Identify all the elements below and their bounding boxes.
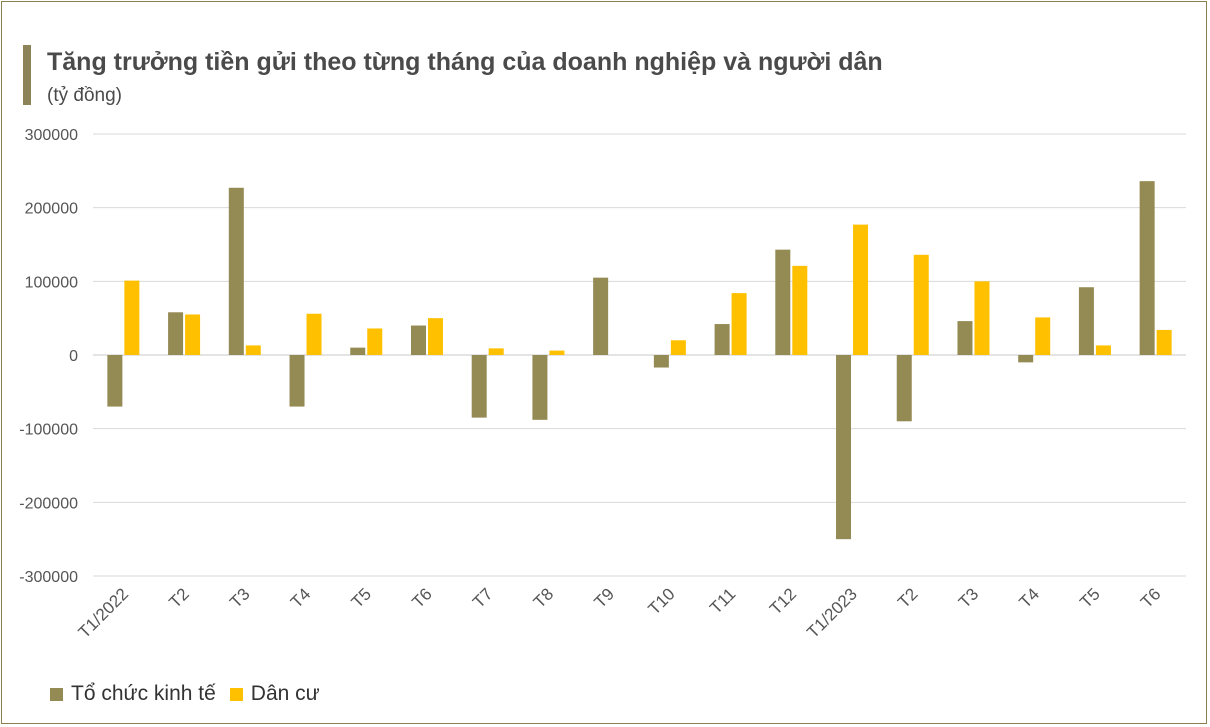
y-tick-label: -200000 (19, 495, 78, 512)
bar-to-chuc-kinh-te-9 (653, 355, 669, 368)
bar-dan-cu-6 (488, 348, 504, 355)
bar-dan-cu-0 (124, 280, 140, 355)
y-axis-ticks: 300000 200000 100000 0 -100000 -200000 -300000 (19, 127, 78, 586)
x-tick-label: T3 (955, 584, 982, 611)
bar-dan-cu-1 (185, 314, 201, 355)
y-tick-label: -300000 (19, 569, 78, 586)
bar-dan-cu-12 (853, 224, 869, 355)
legend-item-series-1: Tổ chức kinh tế (50, 682, 216, 706)
x-tick-label: T5 (348, 584, 375, 611)
x-tick-label: T2 (165, 584, 192, 611)
bar-dan-cu-2 (245, 345, 261, 355)
bar-to-chuc-kinh-te-5 (410, 325, 426, 355)
bar-dan-cu-9 (670, 340, 686, 355)
legend-label-series-1: Tổ chức kinh tế (71, 682, 216, 705)
legend-label-series-2: Dân cư (250, 682, 320, 705)
y-tick-label: 0 (69, 348, 78, 365)
legend-swatch-series-1 (50, 687, 63, 701)
x-tick-label: T4 (1016, 584, 1043, 611)
legend: Tổ chức kinh tế Dân cư (50, 682, 320, 706)
x-axis-ticks: T1/2022 T2 T3 T4 T5 T6 T7 T8 T9 T10 T11 T12 T1/2023 T… (75, 584, 1165, 642)
x-tick-label: T11 (706, 584, 739, 617)
gridlines (93, 133, 1186, 577)
bar-dan-cu-14 (974, 281, 990, 355)
legend-item-series-2: Dân cư (229, 682, 320, 706)
chart-subtitle: (tỷ đồng) (47, 85, 122, 106)
bar-dan-cu-5 (427, 318, 443, 355)
bar-to-chuc-kinh-te-4 (350, 347, 366, 355)
y-tick-label: 200000 (25, 201, 78, 218)
title-accent-bar (23, 45, 31, 105)
legend-swatch-series-2 (229, 687, 243, 701)
y-tick-label: 300000 (25, 127, 78, 144)
bar-dan-cu-3 (306, 313, 322, 355)
x-tick-label: T1/2022 (75, 584, 133, 642)
bar-to-chuc-kinh-te-2 (228, 187, 244, 355)
bar-to-chuc-kinh-te-3 (289, 355, 305, 407)
bar-to-chuc-kinh-te-12 (836, 355, 852, 540)
y-tick-label: -100000 (19, 422, 78, 439)
bar-to-chuc-kinh-te-10 (714, 324, 730, 355)
x-tick-label: T3 (226, 584, 253, 611)
x-tick-label: T7 (469, 584, 496, 611)
chart-title: Tăng trưởng tiền gửi theo từng tháng của… (47, 48, 883, 76)
bar-to-chuc-kinh-te-8 (593, 277, 609, 355)
x-tick-label: T12 (766, 584, 800, 618)
bar-to-chuc-kinh-te-7 (532, 355, 548, 420)
x-tick-label: T8 (530, 584, 557, 611)
x-tick-label: T10 (645, 584, 679, 618)
x-tick-label: T4 (287, 584, 314, 611)
bar-dan-cu-16 (1095, 345, 1111, 355)
y-tick-label: 100000 (25, 274, 78, 291)
bar-to-chuc-kinh-te-15 (1018, 355, 1034, 363)
bar-to-chuc-kinh-te-11 (775, 249, 791, 355)
bar-dan-cu-10 (731, 293, 747, 355)
bar-dan-cu-17 (1156, 329, 1172, 355)
bar-dan-cu-15 (1035, 317, 1051, 355)
bars (107, 181, 1172, 540)
bar-dan-cu-7 (549, 350, 565, 355)
bar-to-chuc-kinh-te-1 (168, 312, 184, 355)
x-tick-label: T6 (408, 584, 435, 611)
x-tick-label: T6 (1137, 584, 1164, 611)
bar-to-chuc-kinh-te-0 (107, 355, 123, 407)
bar-to-chuc-kinh-te-13 (896, 355, 912, 422)
bar-to-chuc-kinh-te-16 (1078, 287, 1094, 355)
bar-dan-cu-4 (367, 328, 383, 355)
bar-to-chuc-kinh-te-17 (1139, 181, 1155, 355)
bar-to-chuc-kinh-te-6 (471, 355, 487, 418)
x-tick-label: T9 (591, 584, 618, 611)
bar-dan-cu-11 (792, 265, 808, 355)
bar-dan-cu-13 (913, 254, 929, 355)
x-tick-label: T1/2023 (803, 584, 861, 642)
x-tick-label: T5 (1076, 584, 1103, 611)
bar-to-chuc-kinh-te-14 (957, 321, 973, 355)
x-tick-label: T2 (894, 584, 921, 611)
